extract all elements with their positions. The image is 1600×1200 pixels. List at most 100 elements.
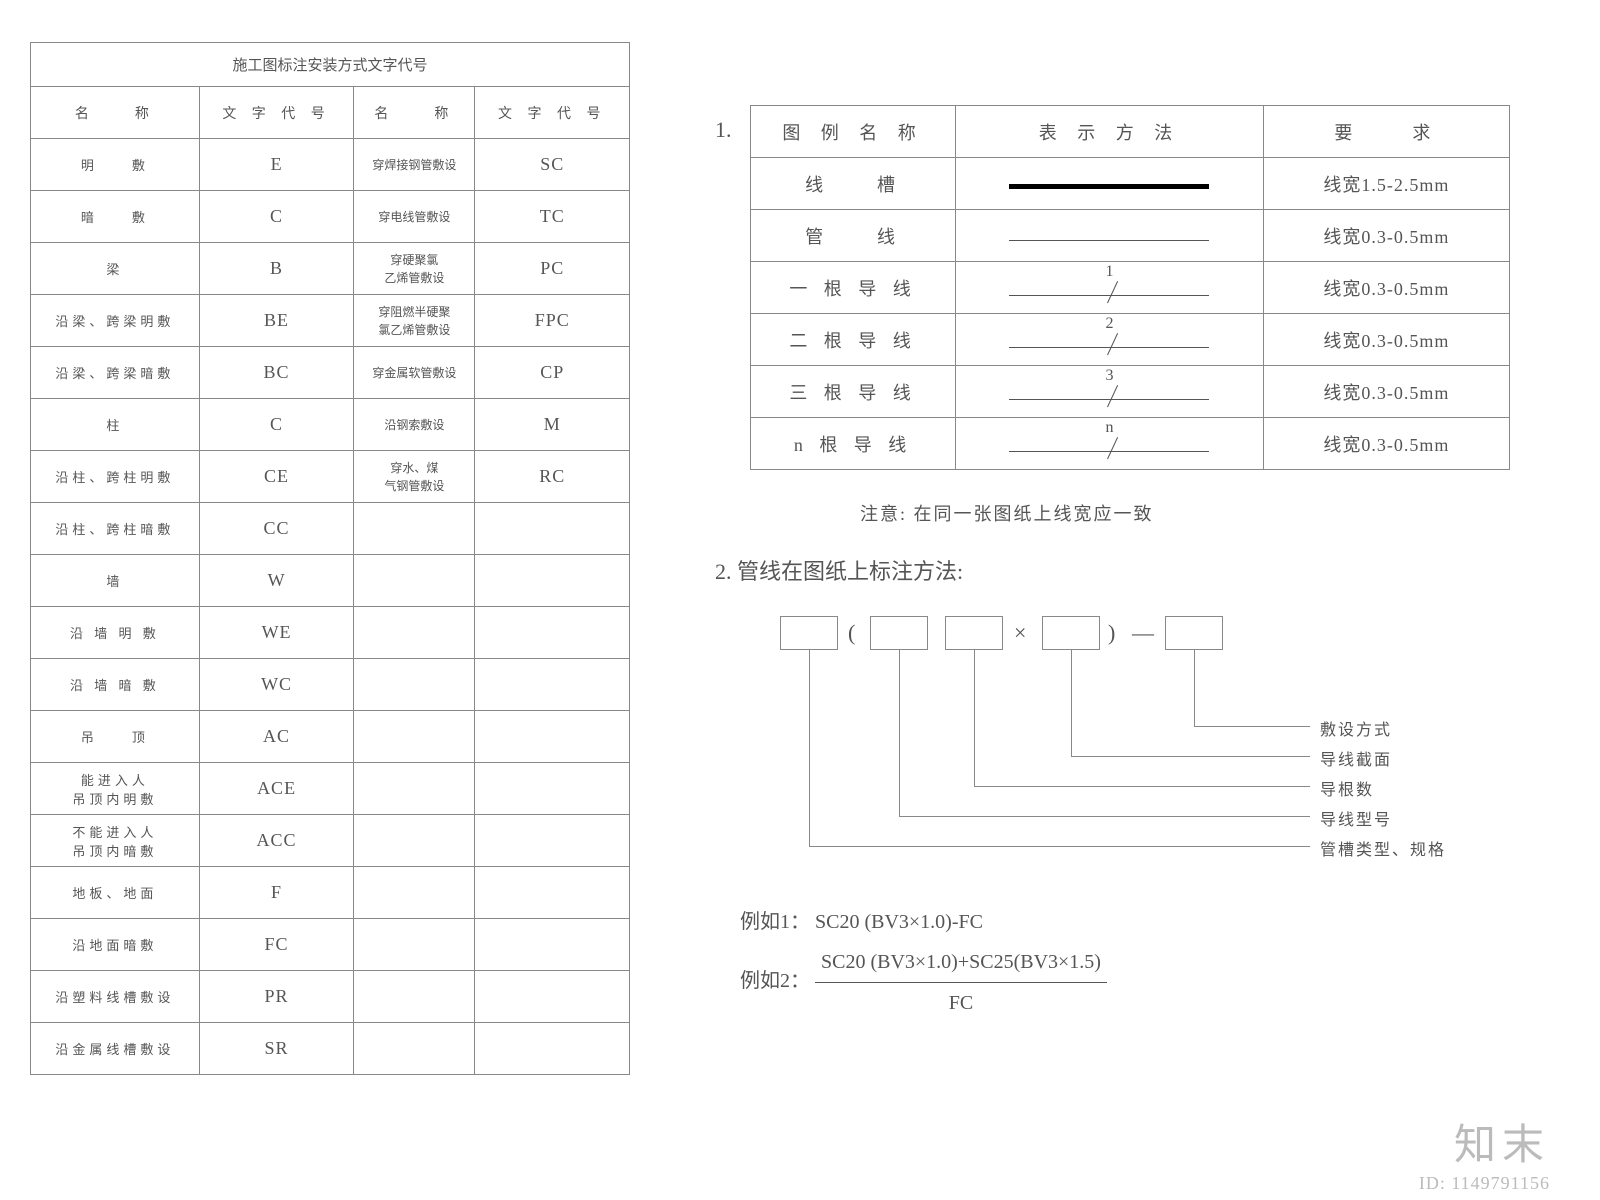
- table-row: 不能进入人吊顶内暗敷ACC: [31, 815, 630, 867]
- table-cell-code: ACC: [199, 815, 354, 867]
- table-row: 二 根 导 线2线宽0.3-0.5mm: [751, 314, 1510, 366]
- legend-cell-name: 二 根 导 线: [751, 314, 956, 366]
- right-block: 1. 图 例 名 称 表 示 方 法 要 求 线 槽线宽1.5-2.5mm管 线…: [680, 105, 1520, 1023]
- table-row: 沿梁、跨梁明敷BE穿阻燃半硬聚氯乙烯管敷设FPC: [31, 295, 630, 347]
- legend-cell-req: 线宽0.3-0.5mm: [1263, 262, 1509, 314]
- table-cell-code: FPC: [475, 295, 630, 347]
- table-row: 线 槽线宽1.5-2.5mm: [751, 158, 1510, 210]
- table-cell-name: 穿硬聚氯乙烯管敷设: [354, 243, 475, 295]
- table-cell-code: SC: [475, 139, 630, 191]
- table-cell-code: W: [199, 555, 354, 607]
- legend-note: 注意: 在同一张图纸上线宽应一致: [860, 500, 1520, 526]
- legend-cell-name: n 根 导 线: [751, 418, 956, 470]
- table-cell-name: 沿地面暗敷: [31, 919, 200, 971]
- table-cell-name: [354, 867, 475, 919]
- annotation-diagram: ( × ) — 敷设方式 导线截面 导根数 导线型号 管槽类型: [760, 616, 1520, 876]
- legend-col-sym: 表 示 方 法: [956, 106, 1264, 158]
- legend-cell-symbol: n: [956, 418, 1264, 470]
- example1-label: 例如1：: [740, 911, 810, 933]
- table-row: 墙W: [31, 555, 630, 607]
- table-cell-code: CC: [199, 503, 354, 555]
- table-row: 沿柱、跨柱暗敷CC: [31, 503, 630, 555]
- table-row: 管 线线宽0.3-0.5mm: [751, 210, 1510, 262]
- legend-cell-symbol: 3: [956, 366, 1264, 418]
- legend-cell-req: 线宽1.5-2.5mm: [1263, 158, 1509, 210]
- table-cell-name: 明 敷: [31, 139, 200, 191]
- table-row: 暗 敷C穿电线管敷设TC: [31, 191, 630, 243]
- table-cell-name: 梁: [31, 243, 200, 295]
- example2-bot: FC: [815, 983, 1107, 1023]
- left-col-name-2: 名 称: [354, 87, 475, 139]
- example2-top: SC20 (BV3×1.0)+SC25(BV3×1.5): [815, 942, 1107, 983]
- table-cell-code: PC: [475, 243, 630, 295]
- legend-cell-symbol: [956, 210, 1264, 262]
- table-row: 沿塑料线槽敷设PR: [31, 971, 630, 1023]
- table-cell-code: F: [199, 867, 354, 919]
- diag-label-4: 导线型号: [1320, 806, 1392, 830]
- example2-label: 例如2：: [740, 970, 810, 992]
- table-cell-code: [475, 555, 630, 607]
- table-cell-name: [354, 607, 475, 659]
- table-cell-code: [475, 815, 630, 867]
- table-cell-code: RC: [475, 451, 630, 503]
- legend-section-num: 1.: [715, 117, 732, 143]
- table-cell-code: BC: [199, 347, 354, 399]
- left-code-table: 施工图标注安装方式文字代号 名 称 文 字 代 号 名 称 文 字 代 号 明 …: [30, 42, 630, 1075]
- table-cell-name: 沿金属线槽敷设: [31, 1023, 200, 1075]
- table-cell-name: [354, 1023, 475, 1075]
- table-row: 沿金属线槽敷设SR: [31, 1023, 630, 1075]
- example1-value: SC20 (BV3×1.0)-FC: [815, 911, 983, 933]
- table-row: 能进入人吊顶内明敷ACE: [31, 763, 630, 815]
- diag-box-2: [870, 616, 928, 650]
- legend-cell-req: 线宽0.3-0.5mm: [1263, 418, 1509, 470]
- legend-col-req: 要 求: [1263, 106, 1509, 158]
- table-cell-code: C: [199, 191, 354, 243]
- table-cell-code: C: [199, 399, 354, 451]
- table-cell-code: CP: [475, 347, 630, 399]
- table-cell-name: [354, 763, 475, 815]
- table-cell-code: TC: [475, 191, 630, 243]
- table-cell-name: 穿金属软管敷设: [354, 347, 475, 399]
- example2-fraction: SC20 (BV3×1.0)+SC25(BV3×1.5) FC: [815, 942, 1107, 1023]
- table-cell-name: 墙: [31, 555, 200, 607]
- table-cell-code: AC: [199, 711, 354, 763]
- table-cell-code: [475, 763, 630, 815]
- table-cell-code: CE: [199, 451, 354, 503]
- diag-dash: —: [1132, 620, 1154, 646]
- legend-col-name: 图 例 名 称: [751, 106, 956, 158]
- table-cell-name: 沿梁、跨梁暗敷: [31, 347, 200, 399]
- thick-line-icon: [1009, 184, 1209, 189]
- legend-cell-symbol: 2: [956, 314, 1264, 366]
- wire-symbol-icon: 1: [1009, 267, 1209, 303]
- legend-cell-req: 线宽0.3-0.5mm: [1263, 210, 1509, 262]
- table-row: 明 敷E穿焊接钢管敷设SC: [31, 139, 630, 191]
- legend-cell-req: 线宽0.3-0.5mm: [1263, 366, 1509, 418]
- legend-cell-symbol: [956, 158, 1264, 210]
- table-cell-name: 穿焊接钢管敷设: [354, 139, 475, 191]
- left-col-code-1: 文 字 代 号: [199, 87, 354, 139]
- table-row: 一 根 导 线1线宽0.3-0.5mm: [751, 262, 1510, 314]
- table-cell-name: 沿 墙 暗 敷: [31, 659, 200, 711]
- table-cell-code: FC: [199, 919, 354, 971]
- table-cell-name: 沿柱、跨柱明敷: [31, 451, 200, 503]
- examples-block: 例如1： SC20 (BV3×1.0)-FC 例如2： SC20 (BV3×1.…: [740, 902, 1520, 1023]
- wire-symbol-icon: 3: [1009, 371, 1209, 407]
- table-cell-name: 穿电线管敷设: [354, 191, 475, 243]
- table-cell-code: [475, 711, 630, 763]
- table-cell-name: 沿柱、跨柱暗敷: [31, 503, 200, 555]
- diag-times: ×: [1014, 620, 1026, 646]
- table-row: 沿 墙 暗 敷WC: [31, 659, 630, 711]
- left-table-title: 施工图标注安装方式文字代号: [31, 43, 630, 87]
- table-cell-name: 地板、地面: [31, 867, 200, 919]
- left-col-code-2: 文 字 代 号: [475, 87, 630, 139]
- table-row: 沿柱、跨柱明敷CE穿水、煤气钢管敷设RC: [31, 451, 630, 503]
- table-cell-name: [354, 711, 475, 763]
- table-row: 柱C沿钢索敷设M: [31, 399, 630, 451]
- table-cell-name: 沿塑料线槽敷设: [31, 971, 200, 1023]
- diag-box-3: [945, 616, 1003, 650]
- table-row: 三 根 导 线3线宽0.3-0.5mm: [751, 366, 1510, 418]
- diag-label-5: 管槽类型、规格: [1320, 836, 1446, 860]
- table-cell-name: [354, 815, 475, 867]
- diag-label-1: 敷设方式: [1320, 716, 1392, 740]
- table-cell-code: WE: [199, 607, 354, 659]
